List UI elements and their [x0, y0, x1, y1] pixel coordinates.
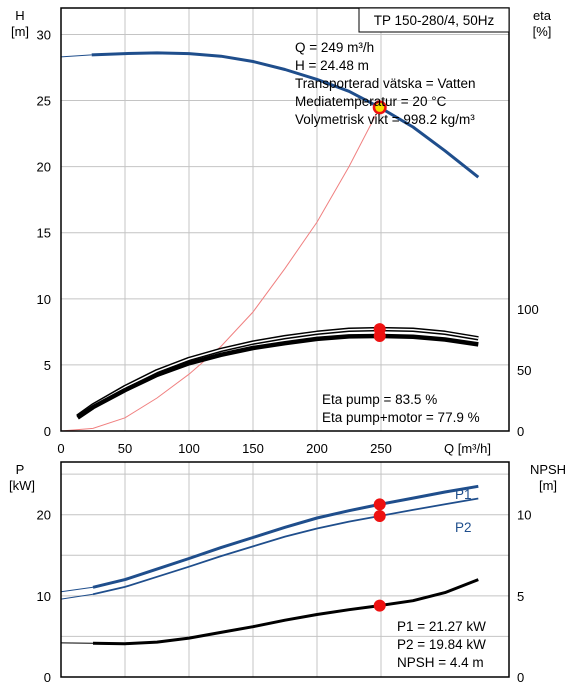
- p1-readout: P1 = 21.27 kW: [397, 619, 486, 634]
- duty-point-marker: [375, 102, 385, 112]
- bottom-y-axis-unit: [kW]: [9, 478, 35, 493]
- head-efficiency-chart: 0 50 100 150 200 250 0 5 10 15 20 25 30 0 50 100 H [m…: [11, 7, 552, 456]
- bottom-y2-tick: 10: [517, 508, 531, 523]
- top-y-tick: 10: [37, 292, 51, 307]
- top-x-tick: 150: [242, 441, 264, 456]
- p2-readout: P2 = 19.84 kW: [397, 637, 486, 652]
- npsh-curve: [92, 578, 479, 646]
- top-curves: [60, 51, 480, 432]
- npsh-readout: NPSH = 4.4 m: [397, 655, 484, 670]
- bottom-y-tick-labels: 0 10 20: [37, 508, 51, 685]
- head-curve: [91, 51, 480, 179]
- eta-pump-curve-inner: [77, 328, 479, 418]
- bottom-y2-tick-labels: 0 5 10: [517, 508, 531, 685]
- top-y-tick-labels: 0 5 10 15 20 25 30: [37, 27, 51, 439]
- bottom-curves: [60, 484, 479, 646]
- top-y2-axis-unit: [%]: [533, 24, 552, 39]
- bottom-y-axis-label: P: [16, 462, 25, 477]
- series-label-p1: P1: [455, 487, 472, 502]
- bottom-y2-tick: 5: [517, 589, 524, 604]
- chart-title: TP 150-280/4, 50Hz: [374, 13, 495, 28]
- title-box: [358, 7, 510, 33]
- p2-curve-extension: [60, 593, 94, 600]
- top-x-tick: 0: [57, 441, 64, 456]
- p1-curve: [92, 484, 479, 589]
- top-y-tick: 0: [44, 424, 51, 439]
- eta-pump-motor-marker: [373, 329, 386, 342]
- top-y-axis-label: H: [15, 8, 24, 23]
- bottom-y-tick: 20: [37, 508, 51, 523]
- top-y-axis-unit: [m]: [11, 24, 29, 39]
- p1-curve-extension: [60, 586, 94, 593]
- top-y-tick: 20: [37, 160, 51, 175]
- eta-pump-motor-readout: Eta pump+motor = 77.9 %: [322, 410, 480, 425]
- p2-curve: [92, 497, 479, 596]
- top-y2-axis-label: eta: [533, 8, 552, 23]
- top-x-axis-label: Q [m³/h]: [444, 441, 491, 456]
- top-y2-tick: 0: [517, 424, 524, 439]
- info-q: Q = 249 m³/h: [295, 40, 374, 55]
- info-temperature: Mediatemperatur = 20 °C: [295, 94, 447, 109]
- top-y-tick: 30: [37, 27, 51, 42]
- bottom-markers: [373, 498, 386, 612]
- bottom-y2-tick: 0: [517, 670, 524, 685]
- top-x-tick: 100: [178, 441, 200, 456]
- eta-pump-readout: Eta pump = 83.5 %: [322, 392, 437, 407]
- top-y-tick: 15: [37, 226, 51, 241]
- bottom-y-tick: 0: [44, 670, 51, 685]
- p2-marker: [373, 510, 386, 523]
- top-y2-tick-labels: 0 50 100: [517, 302, 539, 439]
- info-liquid: Transporterad vätska = Vatten: [295, 76, 475, 91]
- bottom-y-tick: 10: [37, 589, 51, 604]
- bottom-y2-axis-label: NPSH: [530, 462, 566, 477]
- power-npsh-chart: 0 10 20 0 5 10 P [kW] NPSH [m] P1 P2 P1 = 21…: [9, 461, 566, 685]
- top-y2-tick: 50: [517, 363, 531, 378]
- top-y-tick: 25: [37, 94, 51, 109]
- top-y2-tick: 100: [517, 302, 539, 317]
- top-markers: [372, 100, 387, 342]
- bottom-y2-axis-unit: [m]: [539, 478, 557, 493]
- top-gridlines: [60, 8, 509, 432]
- top-x-tick: 200: [306, 441, 328, 456]
- eta-pump-motor-curve: [76, 333, 479, 420]
- npsh-marker: [373, 599, 386, 612]
- series-label-p2: P2: [455, 520, 472, 535]
- top-y-tick: 5: [44, 358, 51, 373]
- top-x-tick: 50: [118, 441, 132, 456]
- info-h: H = 24.48 m: [295, 58, 369, 73]
- top-x-tick-labels: 0 50 100 150 200 250: [57, 441, 391, 456]
- info-density: Volymetrisk vikt = 998.2 kg/m³: [295, 112, 475, 127]
- p1-marker: [373, 498, 386, 511]
- bottom-plot-frame: [60, 461, 510, 678]
- head-curve-extension: [60, 54, 92, 58]
- system-curve: [60, 107, 381, 432]
- top-plot-frame: [60, 7, 510, 432]
- top-x-tick: 250: [370, 441, 392, 456]
